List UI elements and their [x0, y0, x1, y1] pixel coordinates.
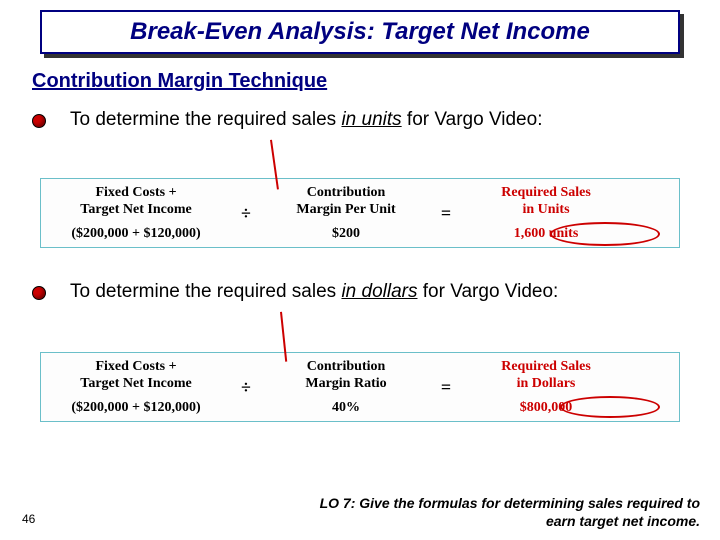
page-number: 46 — [22, 512, 35, 526]
slide-title: Break-Even Analysis: Target Net Income — [130, 18, 590, 46]
f2-col1-hdr1: Fixed Costs + — [41, 358, 231, 376]
f2-col1-val: ($200,000 + $120,000) — [41, 399, 231, 417]
f1-col2-hdr2: Margin Per Unit — [261, 201, 431, 219]
f2-col1-hdr2: Target Net Income — [41, 375, 231, 393]
bullet-2-em: in dollars — [341, 281, 417, 302]
bullet-icon — [32, 286, 46, 300]
f1-col2-val: $200 — [261, 225, 431, 243]
f1-col3-hdr1: Required Sales — [461, 184, 631, 202]
f1-col2: Contribution Margin Per Unit $200 — [261, 184, 431, 243]
f2-col2-val: 40% — [261, 399, 431, 417]
bullet-1-post: for Vargo Video: — [402, 109, 543, 130]
f1-col3-val: 1,600 units — [461, 225, 631, 243]
f1-col3-hdr2: in Units — [461, 201, 631, 219]
f1-op2: = — [431, 203, 461, 224]
f2-col3: Required Sales in Dollars $800,000 — [461, 358, 631, 417]
f1-col3: Required Sales in Units 1,600 units — [461, 184, 631, 243]
slide-subtitle: Contribution Margin Technique — [32, 70, 327, 93]
f2-col2-hdr1: Contribution — [261, 358, 431, 376]
lo-line2: earn target net income. — [546, 513, 700, 529]
bullet-2-text: To determine the required sales in dolla… — [70, 280, 558, 305]
f2-col3-hdr2: in Dollars — [461, 375, 631, 393]
bullet-1-text: To determine the required sales in units… — [70, 108, 542, 133]
bullet-1-em: in units — [341, 109, 401, 130]
lo-line1: LO 7: Give the formulas for determining … — [320, 495, 700, 511]
bullet-2-pre: To determine the required sales — [70, 281, 341, 302]
f2-col3-hdr1: Required Sales — [461, 358, 631, 376]
f1-col1-val: ($200,000 + $120,000) — [41, 225, 231, 243]
f1-op1: ÷ — [231, 203, 261, 224]
f2-col2-hdr2: Margin Ratio — [261, 375, 431, 393]
formula-box-units: Fixed Costs + Target Net Income ($200,00… — [40, 178, 680, 248]
f1-col1-hdr2: Target Net Income — [41, 201, 231, 219]
bullet-1-pre: To determine the required sales — [70, 109, 341, 130]
f2-op1: ÷ — [231, 377, 261, 398]
f2-col3-val: $800,000 — [461, 399, 631, 417]
f1-col2-hdr1: Contribution — [261, 184, 431, 202]
formula-box-dollars: Fixed Costs + Target Net Income ($200,00… — [40, 352, 680, 422]
bullet-row-1: To determine the required sales in units… — [32, 108, 682, 133]
bullet-icon — [32, 114, 46, 128]
f2-col1: Fixed Costs + Target Net Income ($200,00… — [41, 358, 231, 417]
f2-op2: = — [431, 377, 461, 398]
f1-col1: Fixed Costs + Target Net Income ($200,00… — [41, 184, 231, 243]
learning-objective: LO 7: Give the formulas for determining … — [220, 494, 700, 530]
slide-title-box: Break-Even Analysis: Target Net Income — [40, 10, 680, 54]
f1-col1-hdr1: Fixed Costs + — [41, 184, 231, 202]
bullet-2-post: for Vargo Video: — [417, 281, 558, 302]
f2-col2: Contribution Margin Ratio 40% — [261, 358, 431, 417]
bullet-row-2: To determine the required sales in dolla… — [32, 280, 682, 305]
